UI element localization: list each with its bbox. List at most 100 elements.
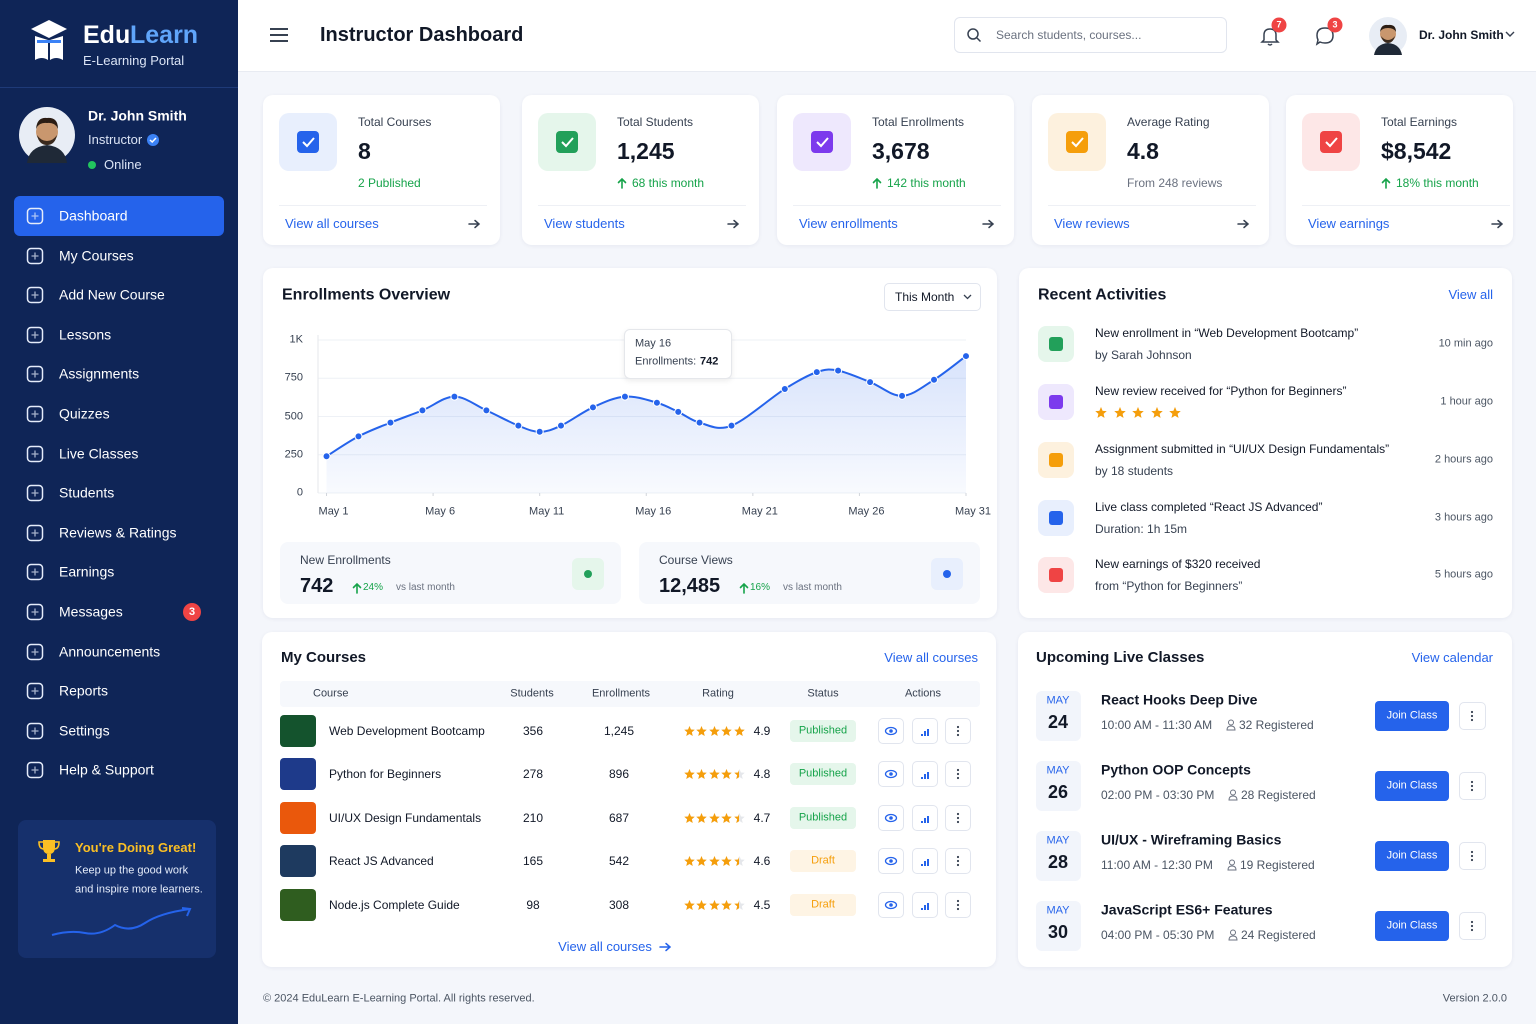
shape (1470, 710, 1474, 714)
class-registered: 32 Registered (1239, 717, 1314, 732)
star (1113, 407, 1126, 418)
section-link[interactable]: View all courses (884, 650, 978, 666)
section-link[interactable]: View calendar (1411, 650, 1493, 666)
stat-link[interactable]: View all courses (285, 216, 379, 232)
shape (1470, 714, 1474, 718)
shape (963, 294, 972, 300)
nav-item[interactable]: Dashboard (59, 207, 128, 224)
y-tick-label: 250 (284, 448, 303, 461)
activity-time: 1 hour ago (1440, 395, 1493, 408)
star (696, 899, 707, 910)
nav-item[interactable]: Reports (59, 682, 109, 699)
brand-name: Learn (130, 21, 199, 49)
shape (1230, 929, 1236, 936)
shape (1470, 850, 1474, 854)
nav-icon (26, 484, 44, 502)
star-fill (1169, 407, 1181, 419)
shape (884, 900, 898, 910)
more-button[interactable] (1459, 842, 1486, 870)
arrow-up-icon (352, 582, 362, 594)
nav-item[interactable]: Announcements (59, 643, 161, 660)
shape (1228, 719, 1234, 726)
shape (31, 20, 67, 38)
message-badge[interactable]: 3 (1327, 17, 1343, 33)
top-bar (238, 0, 1536, 72)
join-button[interactable] (1375, 771, 1449, 801)
shape (696, 812, 707, 823)
nav-item[interactable]: My Courses (59, 247, 134, 264)
section-link[interactable]: View all (1448, 287, 1493, 303)
point (727, 421, 736, 430)
shape (31, 450, 39, 458)
point (354, 432, 363, 441)
course-status: Published (798, 767, 848, 780)
nav-icon (26, 524, 44, 542)
shape (1380, 24, 1396, 32)
star-fill (683, 812, 695, 824)
shape (921, 821, 923, 823)
y-tick-label: 500 (284, 409, 303, 422)
shape (147, 134, 159, 146)
shape (708, 812, 720, 823)
user-name[interactable]: Dr. John Smith (1419, 27, 1504, 42)
action-button[interactable] (912, 805, 938, 831)
column-header: Status (807, 687, 839, 700)
shape (708, 768, 720, 779)
star-fill (696, 855, 707, 867)
activity-icon (1049, 395, 1063, 409)
tooltip (624, 329, 732, 379)
join-button-label[interactable]: Join Class (1386, 919, 1438, 932)
point (535, 427, 544, 436)
nav-item[interactable]: Live Classes (59, 445, 139, 462)
shape (1049, 453, 1063, 467)
arrow-up-icon (617, 177, 627, 189)
join-button[interactable] (1375, 701, 1449, 731)
period-label[interactable]: This Month (895, 289, 955, 304)
stat-link[interactable]: View earnings (1308, 216, 1390, 232)
nav-item[interactable]: Assignments (59, 365, 140, 382)
nav-item[interactable]: Earnings (59, 563, 115, 580)
action-button[interactable] (945, 848, 971, 874)
join-button-label[interactable]: Join Class (1386, 849, 1438, 862)
star-fill (708, 812, 720, 824)
stat-link[interactable]: View reviews (1054, 216, 1130, 232)
shape (967, 28, 979, 40)
nav-item[interactable]: Settings (59, 722, 110, 739)
activity-sub: Duration: 1h 15m (1095, 521, 1188, 536)
stat-link[interactable]: View students (544, 216, 625, 232)
action-icon (884, 726, 898, 736)
nav-item[interactable]: Reviews & Ratings (59, 524, 177, 541)
join-button-label[interactable]: Join Class (1386, 709, 1438, 722)
star-fill (733, 812, 739, 824)
shape (927, 729, 929, 736)
shape (26, 564, 44, 581)
join-button-label[interactable]: Join Class (1386, 779, 1438, 792)
shape (26, 286, 44, 304)
shape (617, 177, 627, 189)
action-button[interactable] (945, 805, 971, 831)
section-link[interactable]: View all courses (558, 939, 652, 955)
nav-item[interactable]: Lessons (59, 326, 112, 343)
course-students: 165 (522, 853, 544, 868)
stat-link[interactable]: View enrollments (799, 216, 898, 232)
nav-item[interactable]: Messages (59, 603, 123, 620)
activity-icon (1049, 453, 1063, 467)
nav-item[interactable]: Add New Course (59, 286, 165, 303)
nav-item[interactable]: Students (59, 484, 115, 501)
stat-icon (811, 131, 833, 153)
join-button[interactable] (1375, 841, 1449, 871)
area (326, 356, 966, 493)
nav-item[interactable]: Help & Support (59, 761, 154, 778)
join-button[interactable] (1375, 911, 1449, 941)
summary-change: 24% (363, 582, 384, 593)
search-box[interactable] (954, 17, 1227, 53)
activity-time: 5 hours ago (1434, 568, 1493, 581)
period-select[interactable] (884, 283, 981, 311)
nav-item[interactable]: Quizzes (59, 405, 110, 422)
shape (302, 137, 315, 148)
class-registered: 19 Registered (1240, 857, 1315, 872)
promo-text: and inspire more learners. (75, 883, 203, 896)
shape (1227, 865, 1237, 871)
notification-badge[interactable]: 7 (1271, 17, 1287, 33)
star-fill (683, 768, 695, 780)
